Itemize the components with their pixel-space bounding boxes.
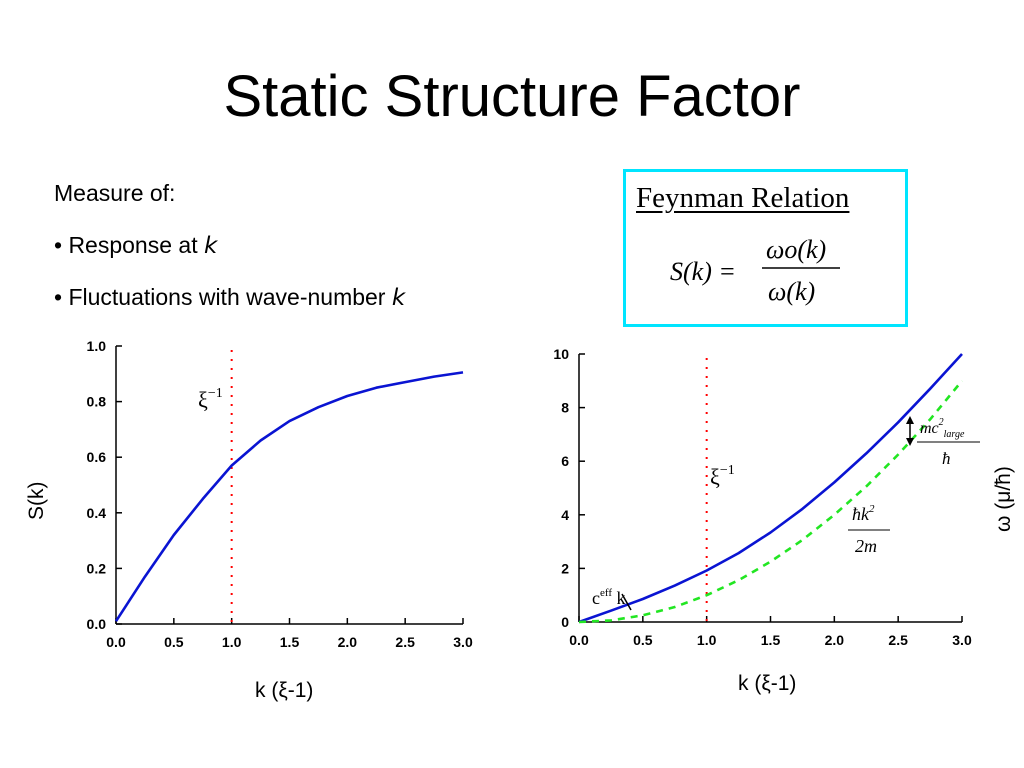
free-particle-label: ħk2 <box>852 503 875 524</box>
gap-arrow-icon <box>906 416 914 446</box>
bullet-list: Measure of: • Response at k • Fluctuatio… <box>54 178 405 334</box>
bullet-response: • Response at k <box>54 232 218 259</box>
y-tick-label: 0.2 <box>87 560 107 576</box>
ceff-label: ceff k <box>592 587 626 608</box>
box-title: Feynman Relation <box>636 182 850 214</box>
y-axis-title: ω (μ/ħ) <box>992 466 1015 532</box>
y-tick-label: 0.8 <box>87 394 107 410</box>
y-tick-label: 4 <box>561 507 569 523</box>
y-tick-label: 2 <box>561 560 569 576</box>
y-tick-label: 0 <box>561 614 569 630</box>
x-tick-label: 1.5 <box>280 634 300 650</box>
formula-denominator: ω(k) <box>768 277 815 306</box>
gap-label: mc2large <box>920 417 965 440</box>
x-tick-label: 0.5 <box>164 634 184 650</box>
x-tick-label: 0.0 <box>106 634 126 650</box>
svg-text:2m: 2m <box>855 536 877 556</box>
feynman-relation-box: Feynman Relation S(k) = ωo(k) ω(k) <box>623 169 908 327</box>
series-line <box>114 371 464 622</box>
feynman-formula: S(k) = ωo(k) ω(k) <box>670 235 840 306</box>
y-tick-label: 1.0 <box>87 338 107 354</box>
x-tick-label: 2.0 <box>825 632 845 648</box>
x-tick-label: 1.0 <box>222 634 242 650</box>
bullet-intro: Measure of: <box>54 180 176 206</box>
series-free-particle-line <box>578 379 964 624</box>
y-tick-label: 0.0 <box>87 616 107 632</box>
y-tick-label: 0.6 <box>87 449 107 465</box>
bullet-fluctuations: • Fluctuations with wave-number k <box>54 284 406 311</box>
x-tick-label: 3.0 <box>952 632 972 648</box>
x-tick-label: 2.0 <box>338 634 358 650</box>
ceff-pointer <box>621 593 632 611</box>
x-tick-label: 2.5 <box>395 634 415 650</box>
x-axis-title: k (ξ-1) <box>738 672 796 695</box>
y-tick-label: 10 <box>553 346 569 362</box>
y-tick-label: 0.4 <box>87 505 107 521</box>
formula-numerator: ωo(k) <box>766 235 826 264</box>
y-tick-label: 6 <box>561 453 569 469</box>
x-tick-label: 1.0 <box>697 632 717 648</box>
svg-text:ħ: ħ <box>942 449 951 468</box>
xi-marker-label: ξ−1 <box>710 463 735 489</box>
y-axis-title: S(k) <box>25 482 48 521</box>
x-tick-label: 3.0 <box>453 634 473 650</box>
xi-marker-label: ξ−1 <box>198 386 223 412</box>
x-tick-label: 1.5 <box>761 632 781 648</box>
formula-lhs: S(k) = <box>670 257 736 286</box>
x-tick-label: 0.5 <box>633 632 653 648</box>
series-line <box>578 353 963 624</box>
y-tick-label: 8 <box>561 400 569 416</box>
page-title: Static Structure Factor <box>223 64 801 129</box>
x-tick-label: 0.0 <box>569 632 589 648</box>
x-tick-label: 2.5 <box>888 632 908 648</box>
structure-factor-chart: 0.0 0.5 1.0 1.5 2.0 2.5 3.00.00.20.40.60.81.0 … <box>25 338 473 702</box>
x-axis-title: k (ξ-1) <box>255 679 313 702</box>
